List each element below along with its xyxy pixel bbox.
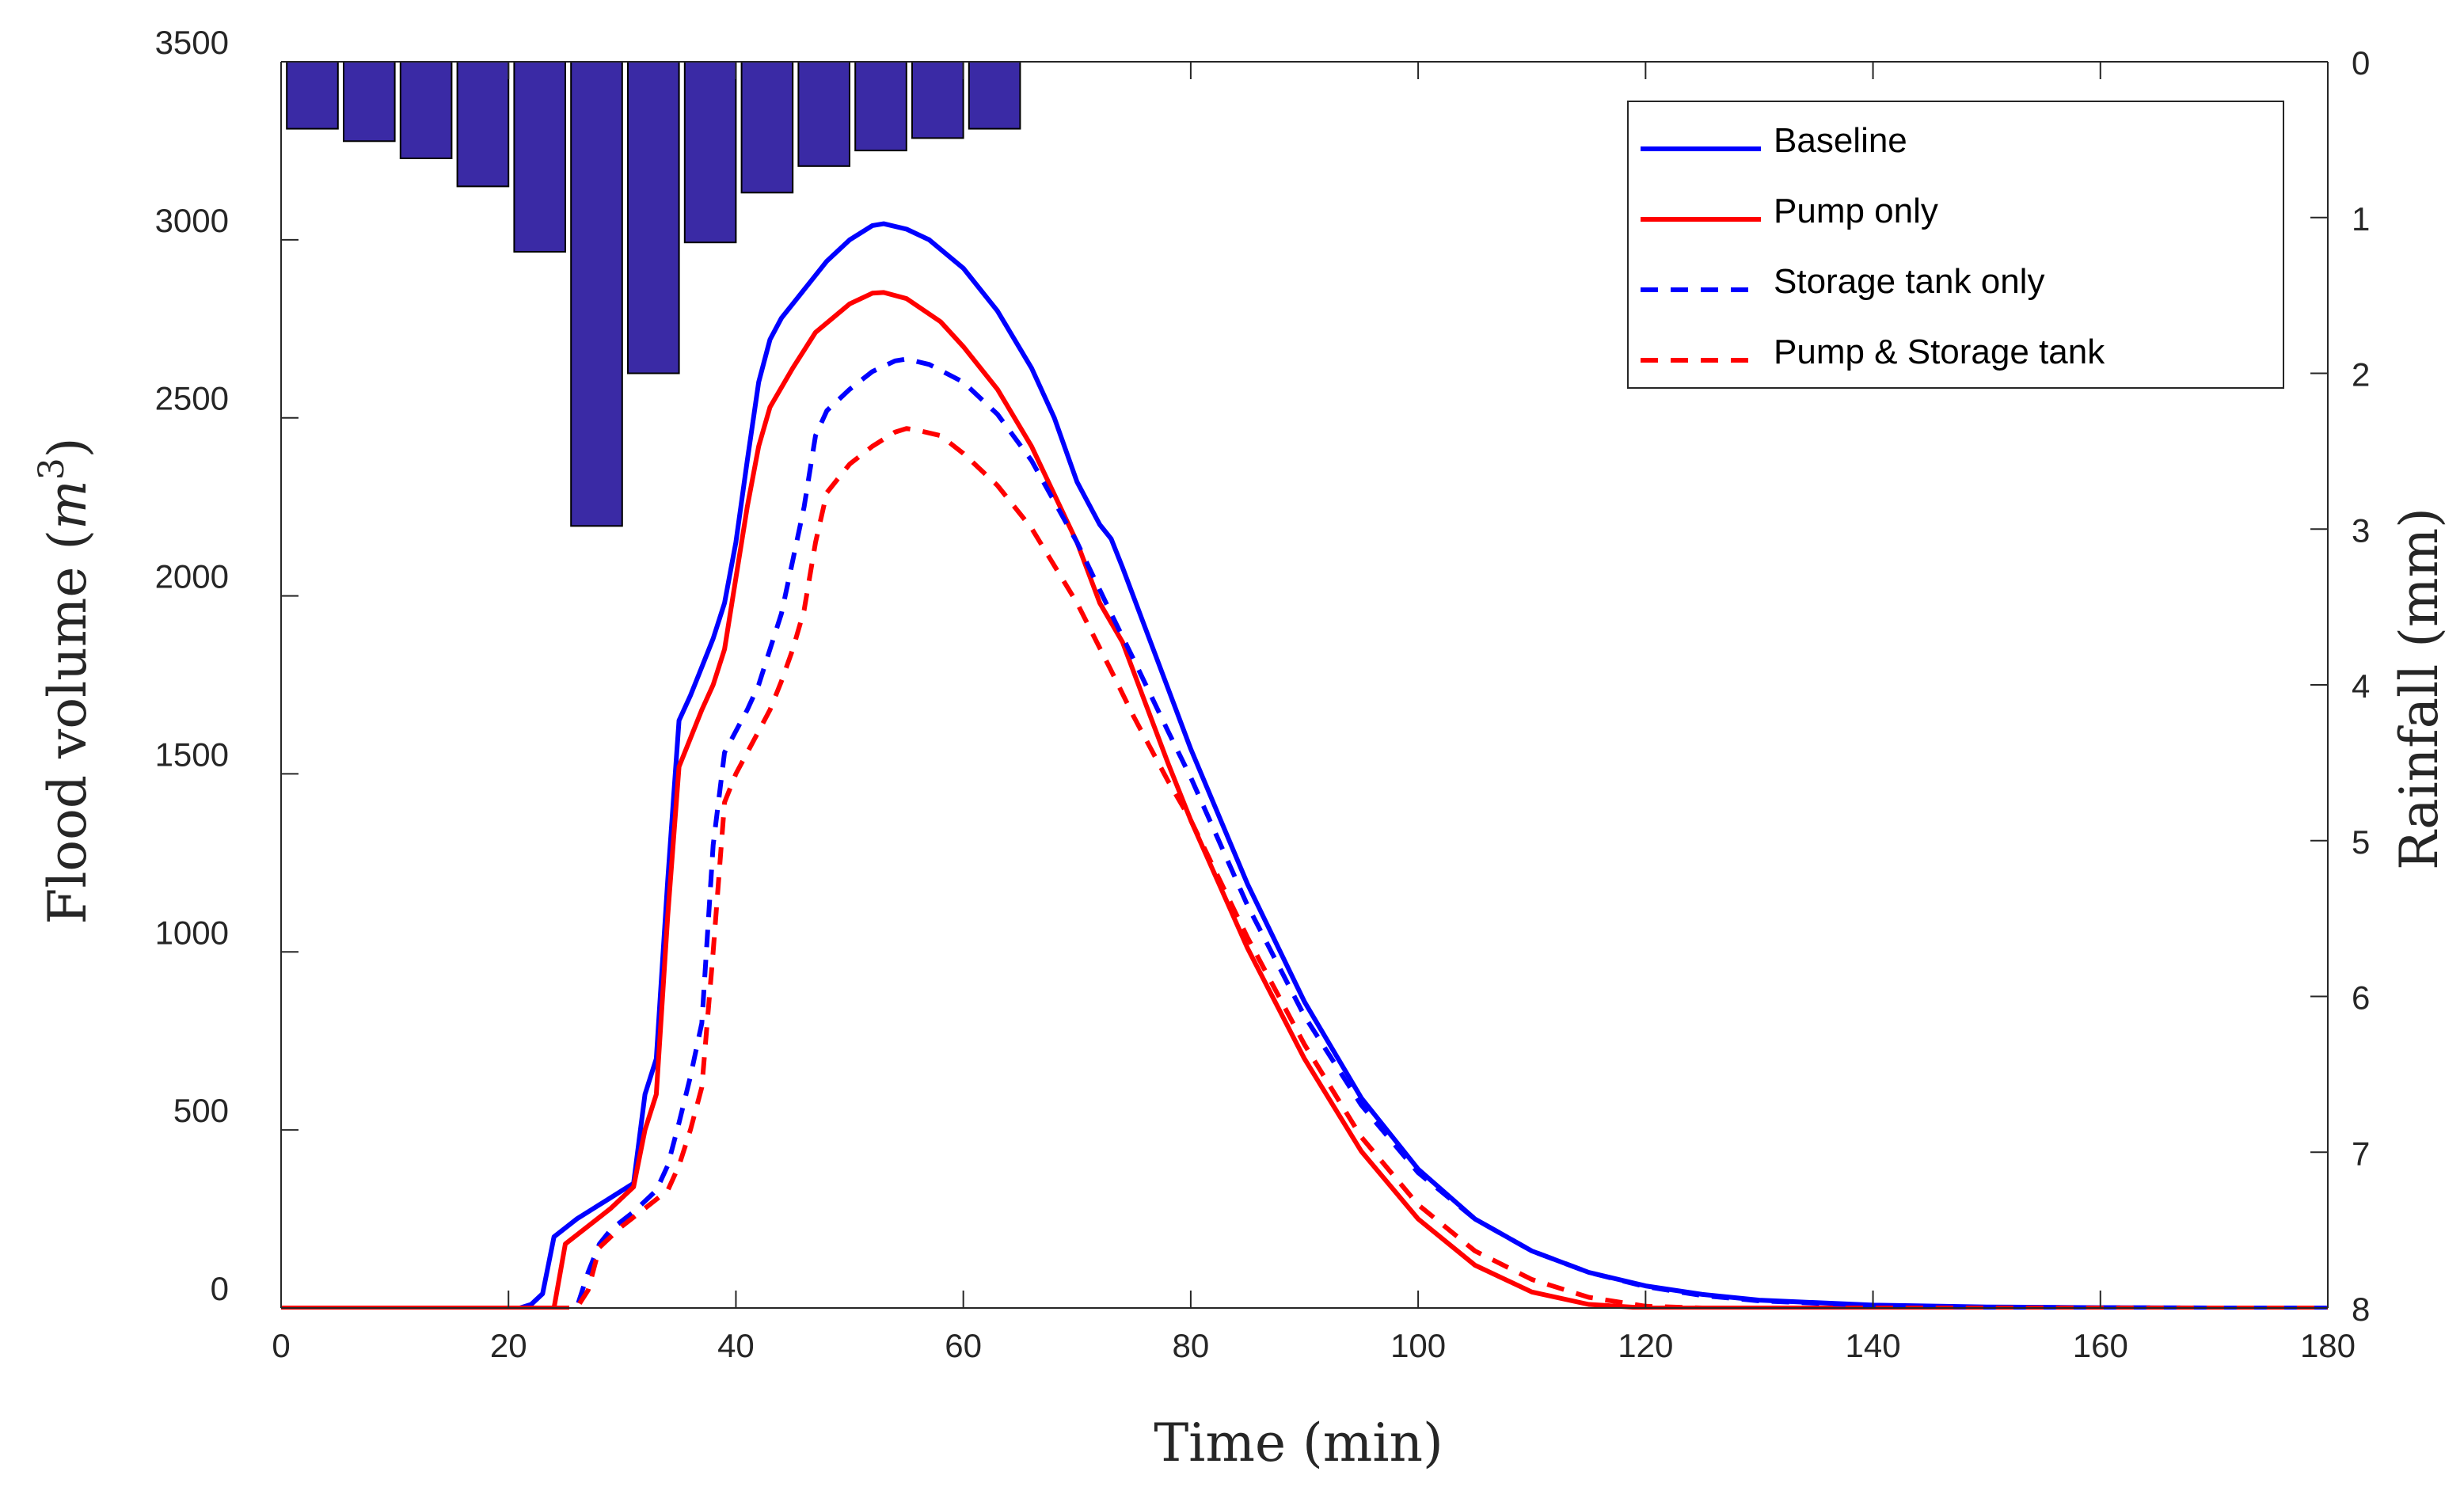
rainfall-bar-1 [343,61,396,143]
right-y-tick-label-6: 6 [2352,979,2370,1017]
right-y-tick-label-3: 3 [2352,511,2370,549]
left-y-axis-title: Flood volume (m3) [32,438,98,925]
rainfall-bar-5 [570,61,623,527]
x-tick-label-180: 180 [2300,1327,2356,1364]
left-y-tick-label-3500: 3500 [155,24,229,61]
rainfall-bar-3 [456,61,510,188]
rainfall-bar-10 [854,61,907,152]
x-tick-label-0: 0 [272,1327,290,1364]
left-y-title-suffix: ) [37,438,98,458]
x-tick-label-140: 140 [1846,1327,1901,1364]
rainfall-bar-6 [627,61,680,374]
x-tick-label-20: 20 [490,1327,527,1364]
legend-label-storage-tank-only: Storage tank only [1774,262,2044,301]
left-y-title-exp: 3 [32,458,72,480]
left-y-tick-label-1000: 1000 [155,914,229,951]
legend: Baseline Pump only Storage tank only Pump &… [1627,101,2284,389]
right-y-tick-label-0: 0 [2352,44,2370,82]
x-axis-title: Time (min) [1154,1412,1443,1473]
legend-label-baseline: Baseline [1774,121,1907,160]
rainfall-bar-7 [683,61,737,244]
left-y-tick-label-500: 500 [173,1092,229,1129]
left-y-title-prefix: Flood volume ( [37,530,98,925]
left-y-title-var: m [37,480,98,530]
x-tick-label-80: 80 [1173,1327,1210,1364]
series-line-pump-storage-tank [281,426,2328,1310]
series-line-storage-tank-only [281,356,2328,1310]
rainfall-bar-4 [513,61,567,253]
series-line-pump-only [281,290,2328,1310]
left-y-tick-label-1500: 1500 [155,736,229,773]
ticks: 0 20 40 60 80 100 120 140 160 1800500100015002000… [155,24,2371,1364]
rainfall-bar-11 [911,61,964,139]
left-y-tick-label-0: 0 [211,1270,229,1307]
right-y-tick-label-1: 1 [2352,200,2370,238]
left-y-tick-label-2000: 2000 [155,558,229,595]
x-tick-label-100: 100 [1390,1327,1446,1364]
rainfall-bar-0 [286,61,339,130]
right-y-tick-label-5: 5 [2352,823,2370,861]
rainfall-bar-8 [740,61,794,194]
right-y-axis-title: Rainfall (mm) [2389,508,2450,870]
right-y-tick-label-4: 4 [2352,667,2370,705]
plot-area [281,61,2328,1310]
right-y-tick-label-7: 7 [2352,1135,2370,1172]
right-y-tick-label-2: 2 [2352,356,2370,394]
x-tick-label-120: 120 [1618,1327,1673,1364]
rainfall-bar-9 [797,61,851,167]
x-tick-label-160: 160 [2073,1327,2128,1364]
legend-label-pump-storage-tank: Pump & Storage tank [1774,333,2105,371]
rainfall-bar-2 [399,61,453,159]
left-y-tick-label-2500: 2500 [155,380,229,417]
left-y-tick-label-3000: 3000 [155,202,229,239]
x-tick-label-60: 60 [945,1327,982,1364]
legend-label-pump-only: Pump only [1774,192,1938,230]
rainfall-bar-12 [968,61,1021,130]
right-y-tick-label-8: 8 [2352,1291,2370,1328]
x-tick-label-40: 40 [717,1327,755,1364]
